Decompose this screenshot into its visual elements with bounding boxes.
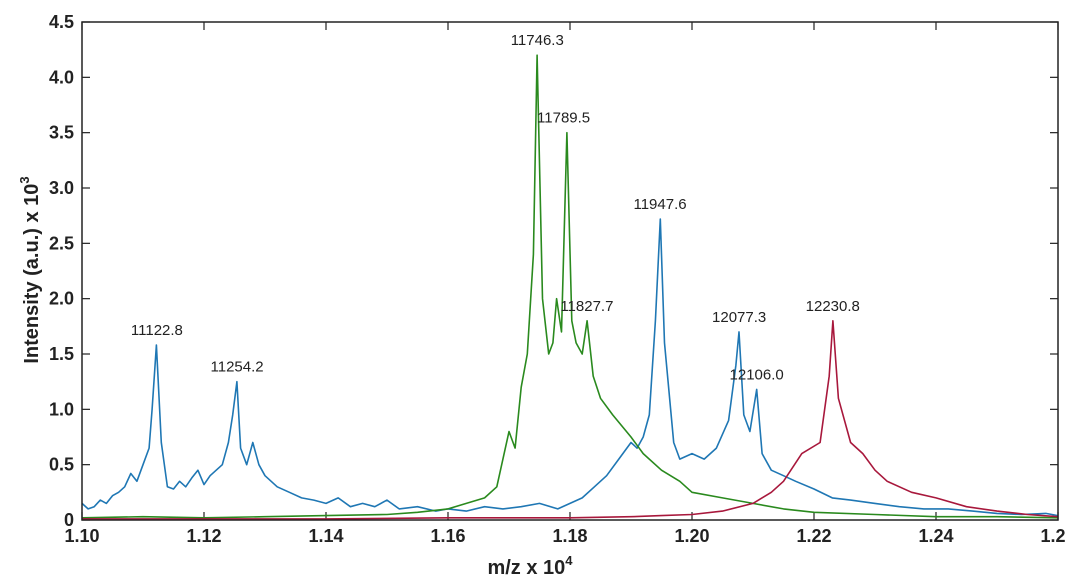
y-tick-label: 2.0 [49,289,74,309]
y-tick-label: 3.0 [49,178,74,198]
x-tick-label: 1.18 [552,526,587,546]
spectrum-line [82,320,1059,520]
y-tick-label: 2.5 [49,233,74,253]
y-tick-label: 4.0 [49,67,74,87]
y-axis-label-text: Intensity (a.u.) x 10 [21,184,43,364]
x-tick-label: 1.10 [64,526,99,546]
x-tick-label: 1.24 [918,526,953,546]
peak-label: 11947.6 [633,196,686,213]
peak-label: 11827.7 [560,298,613,315]
x-axis-label-text: m/z x 10 [487,557,565,579]
y-tick-label: 0.5 [49,455,74,475]
x-tick-label: 1.14 [308,526,343,546]
y-tick-label: 1.0 [49,399,74,419]
peak-label: 11789.5 [537,110,590,127]
x-axis-label: m/z x 104 [487,553,573,579]
y-tick-label: 0 [64,510,74,530]
x-tick-label: 1.22 [796,526,831,546]
x-tick-label: 1.12 [186,526,221,546]
x-axis-label-exponent: 4 [565,553,573,568]
plot-frame [81,21,1059,521]
peak-label: 11746.3 [511,32,564,49]
spectrum-line [81,54,1059,519]
x-tick-label: 1.16 [430,526,465,546]
y-axis-label-exponent: 3 [17,176,32,183]
x-tick-label: 1.20 [674,526,709,546]
y-tick-label: 1.5 [49,344,74,364]
x-tick-label: 1.26 [1040,526,1066,546]
y-axis-label: Intensity (a.u.) x 103 [17,176,43,363]
peak-label: 12230.8 [806,298,860,315]
peak-label: 11122.8 [131,322,183,339]
peak-label: 12106.0 [730,366,784,383]
peak-label: 11254.2 [211,359,264,376]
y-tick-label: 4.5 [49,12,74,32]
peak-label: 12077.3 [712,309,766,326]
y-tick-label: 3.5 [49,123,74,143]
